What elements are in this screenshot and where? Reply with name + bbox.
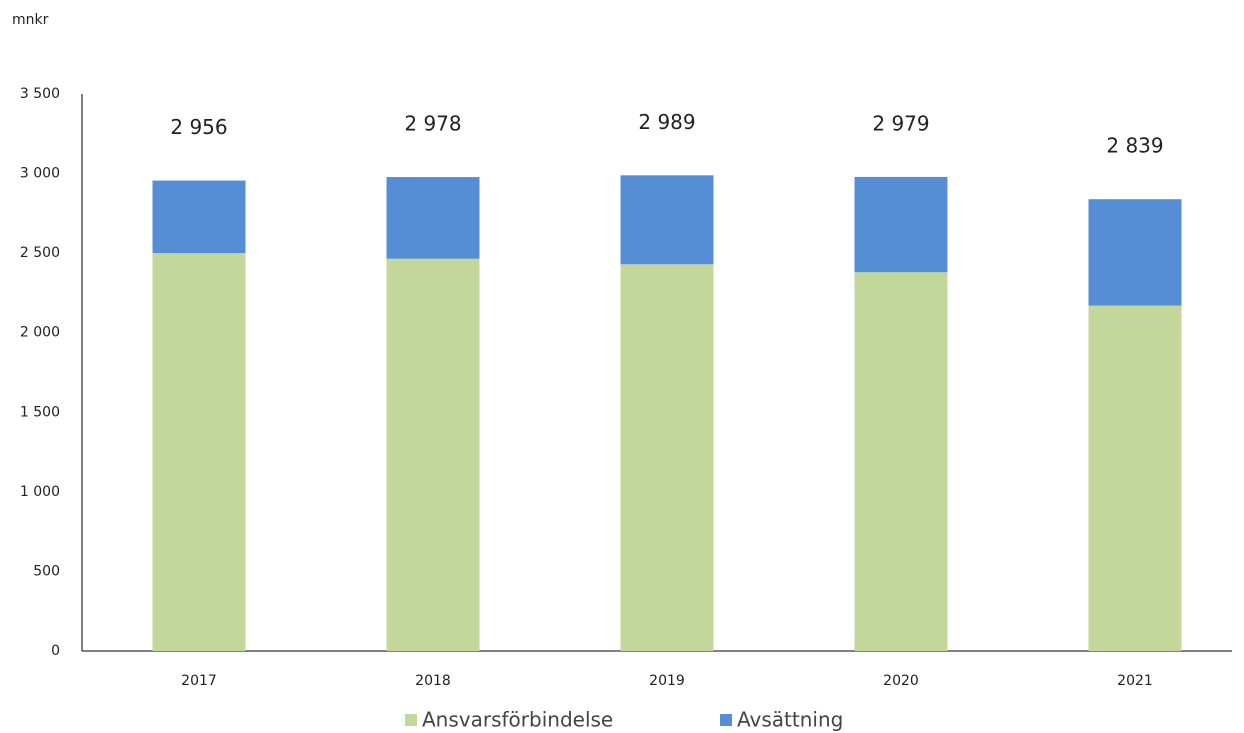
y-tick-label: 3 500 <box>20 86 60 102</box>
y-tick-label: 0 <box>51 643 60 659</box>
x-tick-label: 2021 <box>1117 673 1153 689</box>
x-tick-label: 2018 <box>415 673 451 689</box>
bar-segment <box>152 253 246 651</box>
bar-segment <box>1088 305 1182 651</box>
bar-segment <box>620 264 714 651</box>
total-label: 2 989 <box>638 110 695 134</box>
x-tick-label: 2017 <box>181 673 217 689</box>
total-label: 2 978 <box>404 112 461 136</box>
legend-swatch <box>720 714 732 726</box>
total-label: 2 839 <box>1106 134 1163 158</box>
legend-label: Ansvarsförbindelse <box>422 708 613 732</box>
bar-segment <box>152 180 246 254</box>
bar-segment <box>854 272 948 651</box>
legend-label: Avsättning <box>737 708 843 732</box>
bar-segment <box>854 176 948 273</box>
x-tick-label: 2020 <box>883 673 919 689</box>
y-tick-label: 2 000 <box>20 325 60 341</box>
x-tick-label: 2019 <box>649 673 685 689</box>
y-tick-label: 1 000 <box>20 484 60 500</box>
bar-segment <box>386 258 480 651</box>
y-tick-label: 2 500 <box>20 245 60 261</box>
bar-segment <box>620 175 714 265</box>
total-label: 2 956 <box>170 115 227 139</box>
bar-segment <box>386 177 480 259</box>
y-tick-label: 500 <box>33 563 60 579</box>
legend-swatch <box>405 714 417 726</box>
total-label: 2 979 <box>872 111 929 135</box>
y-tick-label: 1 500 <box>20 404 60 420</box>
y-tick-label: 3 000 <box>20 166 60 182</box>
y-unit: mnkr <box>12 12 49 28</box>
bar-segment <box>1088 199 1182 306</box>
